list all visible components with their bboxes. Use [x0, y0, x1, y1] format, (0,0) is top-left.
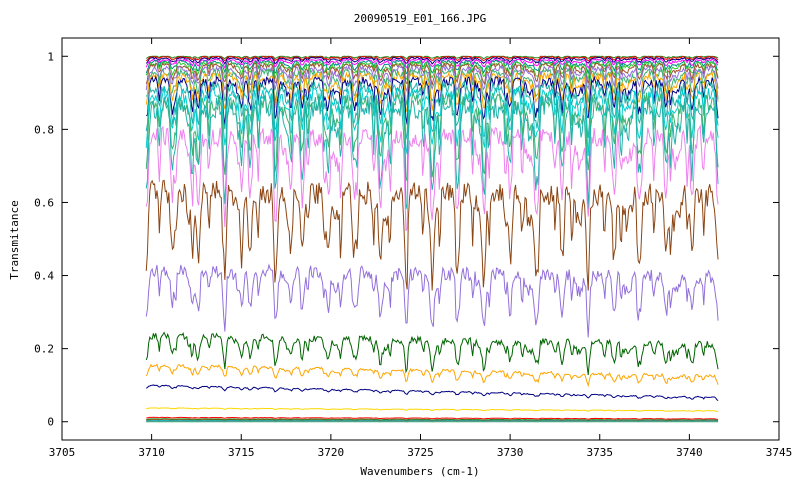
x-tick-label: 3735	[587, 446, 614, 459]
series-line-1	[145, 55, 719, 60]
series-line-24	[146, 418, 719, 422]
series-line-13	[145, 86, 719, 156]
y-tick-label: 0.6	[34, 196, 54, 209]
x-tick-label: 3730	[497, 446, 524, 459]
series-line-5	[145, 59, 719, 75]
x-tick-label: 3720	[318, 446, 345, 459]
series-line-15	[145, 95, 719, 210]
y-tick-label: 0.4	[34, 270, 54, 283]
series-line-19	[145, 331, 719, 376]
x-tick-label: 3745	[766, 446, 793, 459]
series-line-11	[145, 75, 719, 126]
series-line-2	[145, 56, 719, 62]
series-line-6	[145, 60, 719, 82]
series-line-12	[145, 80, 719, 140]
chart-title: 20090519_E01_166.JPG	[354, 12, 486, 25]
x-tick-label: 3705	[49, 446, 76, 459]
series-line-9	[145, 67, 719, 106]
x-tick-label: 3725	[407, 446, 434, 459]
series-line-22	[146, 407, 719, 413]
x-tick-label: 3740	[676, 446, 703, 459]
x-axis-ticks: 3705 3710 3715 3720 3725 3730 3735 3740 3745	[49, 38, 793, 459]
x-tick-label: 3710	[138, 446, 165, 459]
series-line-18	[145, 263, 719, 338]
series-line-4	[145, 58, 719, 70]
y-axis-label: Transmitance	[8, 200, 21, 279]
y-tick-label: 0.8	[34, 123, 54, 136]
series-line-8	[145, 64, 719, 94]
series-line-23	[146, 416, 719, 420]
series-line-21	[145, 384, 719, 402]
series-line-3	[145, 56, 719, 65]
series-line-17	[145, 179, 719, 291]
series-layer	[145, 55, 719, 423]
y-axis-ticks: 0 0.2 0.4 0.6 0.8 1	[34, 50, 779, 429]
series-line-20	[145, 363, 719, 388]
x-axis-label: Wavenumbers (cm-1)	[360, 465, 479, 478]
y-tick-label: 0.2	[34, 343, 54, 356]
y-tick-label: 1	[47, 50, 54, 63]
series-line-10	[145, 71, 719, 114]
x-tick-label: 3715	[228, 446, 255, 459]
series-line-16	[145, 124, 719, 232]
series-line-14	[145, 91, 719, 182]
y-tick-label: 0	[47, 416, 54, 429]
series-line-7	[145, 61, 719, 86]
